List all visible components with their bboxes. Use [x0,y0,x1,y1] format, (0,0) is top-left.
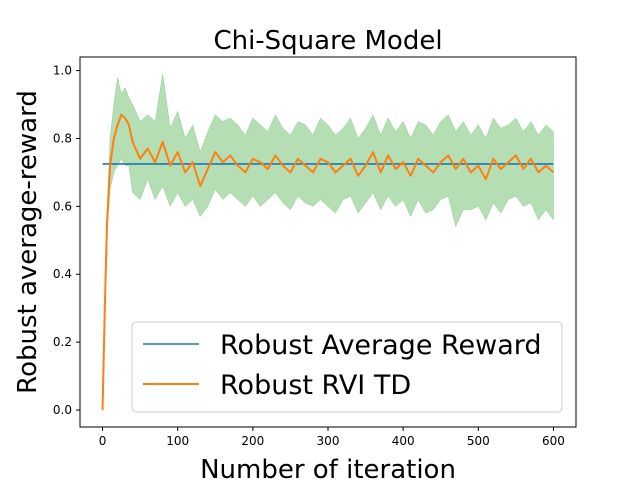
series-layer [101,113,555,411]
x-tick-label: 300 [317,434,340,448]
y-tick-label: 0.0 [53,403,72,417]
x-axis: 0 100 200 300 400 500 600 [99,427,565,448]
band-layer [102,73,554,411]
y-axis: 0.0 0.2 0.4 0.6 0.8 1.0 [53,64,80,417]
y-tick-label: 0.2 [53,335,72,349]
x-tick-label: 500 [467,434,490,448]
x-tick-label: 100 [166,434,189,448]
legend-label: Robust Average Reward [220,330,542,361]
x-tick-label: 400 [392,434,415,448]
x-axis-label: Number of iteration [200,455,456,480]
series-line-robust-rvi-td [101,113,555,411]
legend-label: Robust RVI TD [220,370,411,401]
y-tick-label: 1.0 [53,64,72,78]
confidence-band [102,73,554,411]
y-tick-label: 0.8 [53,131,72,145]
y-axis-label: Robust average-reward [13,90,43,394]
x-tick-label: 600 [542,434,565,448]
y-tick-label: 0.4 [53,267,72,281]
x-tick-label: 200 [241,434,264,448]
y-tick-label: 0.6 [53,199,72,213]
legend-box [131,321,563,413]
legend: Robust Average Reward Robust RVI TD [131,321,563,413]
chart-title: Chi-Square Model [213,26,442,56]
x-tick-label: 0 [99,434,107,448]
